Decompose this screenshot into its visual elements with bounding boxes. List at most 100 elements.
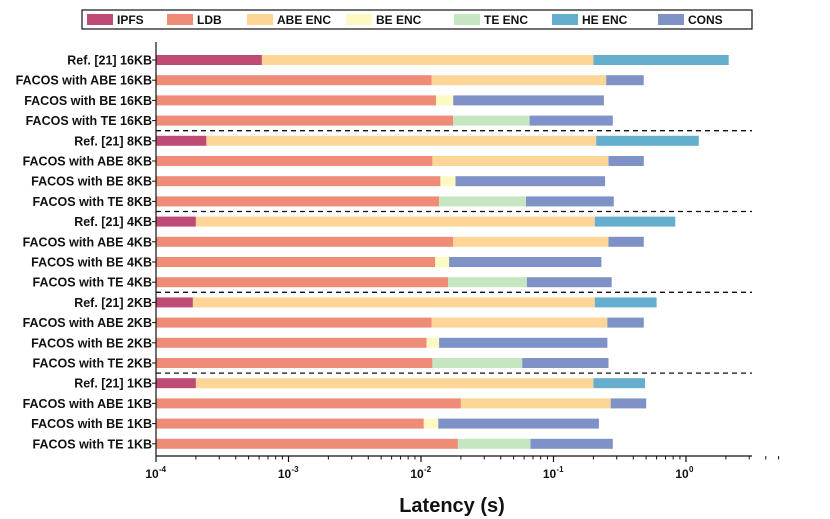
x-tick-exponent: -1 <box>557 465 565 474</box>
bar-cons <box>449 257 602 267</box>
category-label: FACOS with ABE 8KB <box>23 155 152 169</box>
bar-be-enc <box>423 418 439 429</box>
legend-swatch <box>247 14 273 25</box>
category-label: FACOS with ABE 16KB <box>16 74 152 88</box>
x-tick-exponent: -3 <box>292 465 300 474</box>
bar-cons <box>438 418 599 429</box>
legend-swatch <box>346 14 372 25</box>
x-tick-label: 10 <box>278 467 292 481</box>
bar-abe-enc <box>206 135 597 146</box>
bar-ldb <box>156 115 454 126</box>
x-tick-label: 10 <box>410 467 424 481</box>
bar-he-enc <box>594 297 657 308</box>
legend-label: IPFS <box>117 13 144 27</box>
bar-ldb <box>156 398 461 409</box>
bar-cons <box>522 358 609 368</box>
x-tick-label: 10 <box>543 467 557 481</box>
bar-be-enc <box>436 95 454 106</box>
bar-abe-enc <box>431 75 607 86</box>
bar-ipfs <box>156 297 193 308</box>
category-label: FACOS with BE 4KB <box>31 256 152 270</box>
bar-be-enc <box>440 176 456 187</box>
legend-swatch <box>658 14 684 25</box>
bar-cons <box>455 176 606 187</box>
bar-abe-enc <box>195 378 594 389</box>
bar-be-enc <box>435 257 450 267</box>
category-label: Ref. [21] 16KB <box>67 54 152 68</box>
bar-ipfs <box>156 135 207 146</box>
x-tick-exponent: -4 <box>159 465 167 474</box>
bar-abe-enc <box>432 156 609 166</box>
category-label: FACOS with ABE 1KB <box>23 397 152 411</box>
legend-label: TE ENC <box>484 13 528 27</box>
bar-cons <box>529 115 613 126</box>
bar-cons <box>608 156 644 166</box>
bar-abe-enc <box>453 236 609 247</box>
bar-cons <box>530 438 613 449</box>
bar-he-enc <box>593 378 645 389</box>
x-tick-label: 10 <box>145 467 159 481</box>
bar-te-enc <box>432 358 523 368</box>
category-label: FACOS with TE 1KB <box>33 437 152 451</box>
bar-abe-enc <box>261 55 594 65</box>
bar-ldb <box>156 236 454 247</box>
legend-swatch <box>454 14 480 25</box>
legend-label: ABE ENC <box>277 13 331 27</box>
bar-cons <box>606 75 644 86</box>
bar-ldb <box>156 257 436 267</box>
x-tick-exponent: -2 <box>424 465 432 474</box>
bar-cons <box>607 317 644 328</box>
category-label: FACOS with ABE 4KB <box>23 235 152 249</box>
bar-abe-enc <box>192 297 595 308</box>
category-label: FACOS with TE 4KB <box>33 276 152 290</box>
bar-ldb <box>156 337 427 348</box>
category-label: Ref. [21] 4KB <box>74 215 152 229</box>
category-label: FACOS with TE 8KB <box>33 195 152 209</box>
x-tick-exponent: 0 <box>689 465 694 474</box>
bar-ipfs <box>156 216 196 227</box>
bar-cons <box>526 196 614 207</box>
bar-cons <box>439 337 608 348</box>
bar-ldb <box>156 95 437 106</box>
legend-label: LDB <box>197 13 222 27</box>
bars <box>156 55 729 449</box>
legend-label: HE ENC <box>582 13 628 27</box>
bar-abe-enc <box>460 398 611 409</box>
bar-te-enc <box>448 277 527 288</box>
legend-label: CONS <box>688 13 723 27</box>
bar-cons <box>526 277 612 288</box>
bar-te-enc <box>439 196 526 207</box>
bar-he-enc <box>596 135 699 146</box>
bar-ldb <box>156 196 440 207</box>
bar-he-enc <box>594 216 676 227</box>
bar-ldb <box>156 75 432 86</box>
bar-be-enc <box>426 337 440 348</box>
category-labels: Ref. [21] 16KB FACOS with ABE 16KB FACOS w… <box>16 54 152 452</box>
bar-te-enc <box>457 438 531 449</box>
category-label: Ref. [21] 1KB <box>74 377 152 391</box>
category-label: FACOS with BE 8KB <box>31 175 152 189</box>
bar-he-enc <box>593 55 729 65</box>
category-label: Ref. [21] 2KB <box>74 296 152 310</box>
category-label: FACOS with BE 2KB <box>31 336 152 350</box>
bar-cons <box>453 95 604 106</box>
category-label: FACOS with TE 2KB <box>33 357 152 371</box>
bar-cons <box>608 236 644 247</box>
legend: IPFS LDB ABE ENC BE ENC TE ENC HE ENC CONS <box>81 9 753 30</box>
bar-ldb <box>156 176 441 187</box>
category-label: FACOS with BE 1KB <box>31 417 152 431</box>
legend-swatch <box>87 14 113 25</box>
bar-ldb <box>156 317 432 328</box>
group-separators <box>156 130 752 374</box>
legend-label: BE ENC <box>376 13 422 27</box>
bar-ldb <box>156 277 448 288</box>
bar-ldb <box>156 438 458 449</box>
bar-ldb <box>156 358 433 368</box>
category-label: FACOS with TE 16KB <box>26 114 152 128</box>
x-axis-title: Latency (s) <box>399 495 505 517</box>
category-label: FACOS with BE 16KB <box>24 94 152 108</box>
axes: 10 -4 10 -3 10 -2 10 -1 10 0 <box>145 42 780 481</box>
bar-ldb <box>156 418 424 429</box>
bar-ipfs <box>156 55 262 65</box>
category-label: Ref. [21] 8KB <box>74 134 152 148</box>
